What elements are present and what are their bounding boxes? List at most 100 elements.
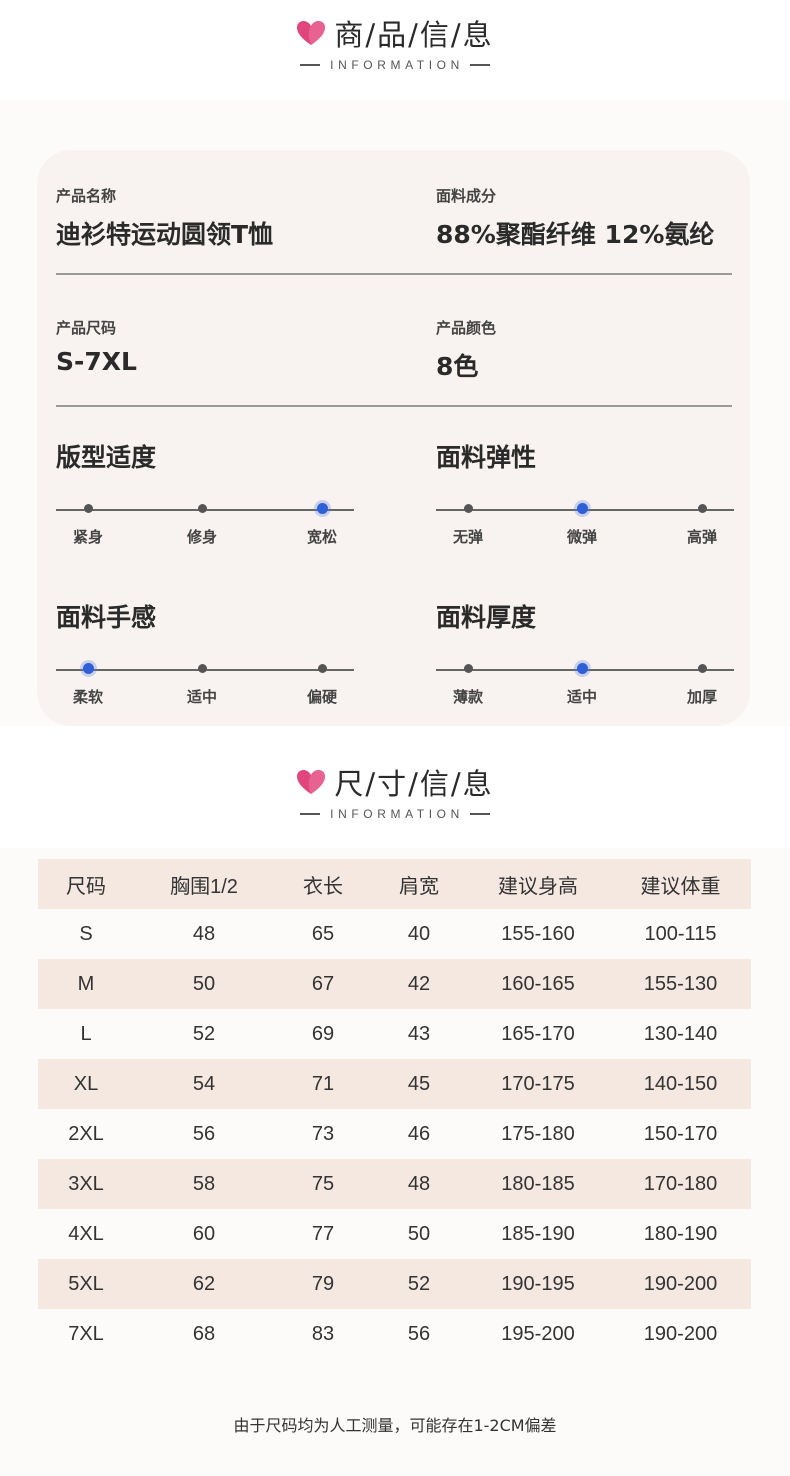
table-cell: 75 [311, 1172, 335, 1195]
scale-dot [697, 504, 707, 513]
scale-option-label: 微弹 [566, 528, 598, 546]
scale-dot [697, 664, 707, 673]
table-cell: 65 [311, 922, 335, 945]
middle-background [0, 726, 790, 848]
section-subtitle: INFORMATION [330, 807, 464, 821]
column-header: 衣长 [303, 875, 343, 898]
size-table: 尺码 胸围1/2 衣长 肩宽 建议身高 建议体重 S 48 65 40 155-160 100-11… [38, 859, 751, 1359]
scale-dot-selected [576, 663, 588, 674]
field-value: 迪衫特运动圆领T恤 [56, 220, 274, 249]
table-cell: 43 [407, 1022, 431, 1045]
product-info-card: 产品名称 迪衫特运动圆领T恤 面料成分 88%聚酯纤维 12%氨纶 产品尺码 S… [37, 150, 750, 726]
table-cell: 77 [311, 1222, 335, 1245]
table-cell: 2XL [68, 1122, 104, 1145]
table-cell: 73 [311, 1122, 335, 1145]
table-cell: 165-170 [501, 1022, 575, 1045]
table-row: M 50 67 42 160-165 155-130 [38, 959, 751, 1009]
table-cell: 180-190 [643, 1222, 718, 1245]
divider [56, 405, 732, 407]
heart-icon [297, 770, 326, 794]
section-title: 商/品/信/息 [334, 18, 494, 52]
scale-title: 版型适度 [56, 443, 157, 472]
subtitle-line-right [469, 813, 490, 815]
table-cell: 175-180 [501, 1122, 575, 1145]
table-cell: 5XL [68, 1272, 104, 1295]
table-cell: 150-170 [643, 1122, 718, 1145]
heart-icon [297, 21, 326, 45]
table-row: L 52 69 43 165-170 130-140 [38, 1009, 751, 1059]
table-cell: 50 [407, 1222, 431, 1245]
table-cell: 100-115 [644, 922, 717, 945]
field-value: 8色 [436, 352, 479, 381]
product-size-field: 产品尺码 S-7XL [56, 317, 137, 376]
table-row: 3XL 58 75 48 180-185 170-180 [38, 1159, 751, 1209]
scale-option-label: 偏硬 [306, 688, 338, 706]
table-cell: 3XL [68, 1172, 104, 1195]
table-cell: 190-200 [643, 1322, 718, 1345]
scale-option-label: 薄款 [452, 688, 484, 706]
subtitle-line-left [300, 64, 321, 66]
scale-option-label: 修身 [186, 528, 218, 546]
table-cell: 130-140 [643, 1022, 718, 1045]
scale-dot [463, 504, 473, 513]
scale-dot-selected [576, 503, 588, 514]
table-cell: 4XL [68, 1222, 104, 1245]
product-name-field: 产品名称 迪衫特运动圆领T恤 [56, 185, 273, 251]
table-cell: 62 [192, 1272, 216, 1295]
product-color-field: 产品颜色 8色 [436, 317, 496, 383]
table-cell: 71 [311, 1072, 335, 1095]
table-cell: XL [73, 1072, 99, 1095]
table-cell: S [79, 922, 93, 945]
field-label: 产品颜色 [436, 319, 497, 337]
scale-option-label: 适中 [566, 688, 598, 706]
table-cell: 56 [192, 1122, 216, 1145]
table-cell: 68 [192, 1322, 216, 1345]
column-header: 肩宽 [399, 875, 439, 898]
scale-dot [317, 664, 327, 673]
table-cell: 195-200 [501, 1322, 575, 1345]
field-label: 产品名称 [56, 187, 117, 205]
table-cell: 56 [407, 1322, 431, 1345]
thickness-scale: 面料厚度 薄款 适中 加厚 [436, 598, 736, 706]
top-background [0, 0, 790, 100]
table-cell: L [80, 1022, 92, 1045]
measurement-note: 由于尺码均为人工测量，可能存在1-2CM偏差 [233, 1416, 557, 1435]
fit-scale: 版型适度 紧身 修身 宽松 [56, 438, 356, 546]
table-row: 7XL 68 83 56 195-200 190-200 [38, 1309, 751, 1359]
field-label: 面料成分 [436, 187, 497, 205]
table-cell: 190-200 [643, 1272, 718, 1295]
table-cell: 54 [192, 1072, 216, 1095]
table-cell: 58 [192, 1172, 216, 1195]
field-label: 产品尺码 [56, 319, 117, 337]
scale-dot-selected [82, 663, 94, 674]
column-header: 尺码 [66, 875, 106, 898]
table-cell: 67 [311, 972, 335, 995]
scale-option-label: 柔软 [72, 688, 104, 706]
field-value: S-7XL [56, 347, 137, 376]
product-info-header: 商/品/信/息 INFORMATION [0, 15, 790, 73]
scale-dot [83, 504, 93, 513]
scale-option-label: 加厚 [686, 688, 718, 706]
size-info-header: 尺/寸/信/息 INFORMATION [0, 764, 790, 822]
table-cell: 180-185 [501, 1172, 575, 1195]
scale-option-label: 宽松 [306, 528, 338, 546]
table-cell: 52 [192, 1022, 216, 1045]
scale-title: 面料厚度 [436, 603, 537, 632]
table-cell: 7XL [68, 1322, 104, 1345]
table-cell: 170-180 [643, 1172, 718, 1195]
table-cell: 190-195 [501, 1272, 575, 1295]
table-cell: 48 [407, 1172, 431, 1195]
table-cell: 83 [311, 1322, 335, 1345]
field-value: 88%聚酯纤维 12%氨纶 [436, 220, 715, 249]
table-cell: 52 [407, 1272, 431, 1295]
table-row: XL 54 71 45 170-175 140-150 [38, 1059, 751, 1109]
table-row: S 48 65 40 155-160 100-115 [38, 909, 751, 959]
table-header-row: 尺码 胸围1/2 衣长 肩宽 建议身高 建议体重 [38, 859, 751, 909]
scale-option-label: 适中 [186, 688, 218, 706]
column-header: 建议体重 [640, 875, 721, 898]
scale-dot [463, 664, 473, 673]
table-cell: 60 [192, 1222, 216, 1245]
section-subtitle: INFORMATION [330, 58, 464, 72]
table-cell: 140-150 [643, 1072, 718, 1095]
table-body: S 48 65 40 155-160 100-115 M 50 67 42 160-165 155-1… [38, 909, 751, 1359]
